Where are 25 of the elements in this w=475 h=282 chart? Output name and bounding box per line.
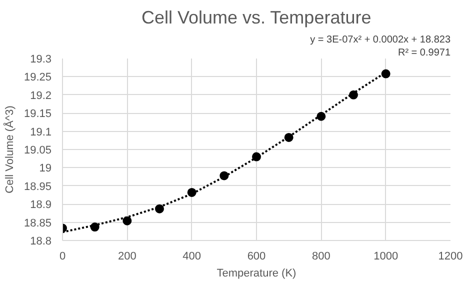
y-tick-label: 19.2	[30, 90, 52, 102]
x-tick-label: 1000	[374, 250, 398, 262]
y-tick-label: 19	[39, 162, 52, 175]
y-tick-label: 19.05	[24, 144, 52, 156]
text: y = 3E-07x² + 0.0002x + 18.823	[310, 34, 451, 46]
y-tick-label: 18.8	[30, 236, 52, 248]
y-tick-label: 19.1	[30, 126, 52, 138]
x-tick-label: 400	[182, 250, 202, 262]
x-tick-label: 600	[247, 250, 266, 262]
x-tick-label: 1200	[438, 250, 463, 262]
annotation: R² = 0.9971	[398, 48, 451, 58]
point	[122, 216, 132, 226]
y-tick-label: 19.25	[24, 72, 52, 84]
y-tick-label: 19.3	[30, 54, 52, 66]
y-tick-label: 18.95	[24, 180, 52, 193]
y-tick-label: 18.85	[24, 217, 52, 230]
y-tick-label: 19.15	[24, 108, 52, 120]
y-axis-title: Cell Volume (Å^3)	[2, 106, 16, 194]
x-axis-title: Temperature (K)	[216, 268, 296, 280]
point	[381, 69, 390, 78]
chart-title: Cell Volume vs. Temperature	[141, 8, 372, 28]
x-tick-label: 800	[312, 250, 330, 262]
x-tick-label: 200	[118, 250, 136, 262]
x-tick-label: 0	[59, 250, 66, 262]
y-tick-label: 18.9	[30, 199, 52, 212]
